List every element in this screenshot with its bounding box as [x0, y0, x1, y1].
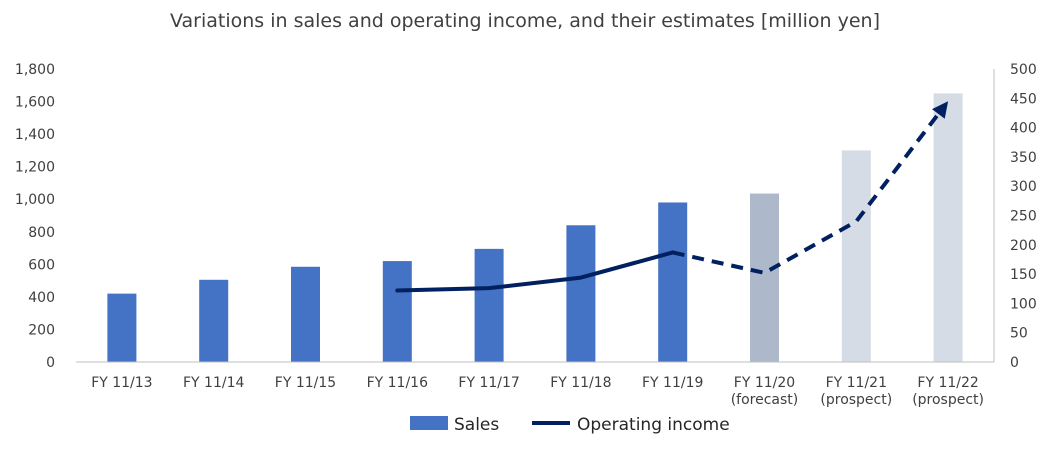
sales-bar	[199, 279, 229, 362]
x-tick-label: (prospect)	[912, 392, 984, 408]
y-right-tick-label: 0	[1010, 355, 1019, 371]
x-tick-label: FY 11/17	[458, 375, 519, 391]
sales-bar	[933, 93, 963, 363]
y-left-tick-label: 1,200	[15, 160, 55, 176]
operating-income-line-estimate	[672, 112, 940, 275]
y-left-tick-label: 600	[28, 257, 55, 273]
legend-swatch-sales	[410, 416, 448, 430]
sales-bar	[658, 202, 688, 362]
sales-bar	[841, 150, 871, 362]
y-right-tick-label: 50	[1010, 326, 1028, 342]
y-left-tick-label: 800	[28, 225, 55, 241]
x-tick-label: FY 11/16	[367, 375, 428, 391]
operating-income-arrowhead	[932, 101, 949, 119]
x-tick-label: FY 11/15	[275, 375, 336, 391]
legend-label-operating-income: Operating income	[577, 415, 730, 435]
y-right-tick-label: 400	[1010, 121, 1037, 137]
y-right-tick-label: 350	[1010, 150, 1037, 166]
y-right-tick-label: 100	[1010, 296, 1037, 312]
operating-income-line-actual	[395, 250, 675, 293]
y-left-tick-label: 0	[46, 355, 55, 371]
y-left-tick-label: 1,000	[15, 192, 55, 208]
y-left-tick-label: 1,800	[15, 62, 55, 78]
x-tick-label: FY 11/19	[642, 375, 703, 391]
sales-bar	[291, 266, 320, 362]
y-right-tick-label: 200	[1010, 238, 1037, 254]
x-tick-label: FY 11/13	[91, 375, 152, 391]
sales-bar	[750, 193, 779, 362]
x-tick-label: FY 11/22	[917, 375, 978, 391]
y-left-tick-label: 1,400	[15, 127, 55, 143]
y-right-tick-label: 500	[1010, 62, 1037, 78]
x-tick-label: (prospect)	[820, 392, 892, 408]
x-tick-label: FY 11/18	[550, 375, 611, 391]
sales-bar	[107, 293, 137, 362]
x-tick-label: (forecast)	[731, 392, 799, 408]
y-right-tick-label: 150	[1010, 267, 1037, 283]
y-right-tick-label: 300	[1010, 179, 1037, 195]
y-right-tick-label: 250	[1010, 209, 1037, 225]
y-right-tick-label: 450	[1010, 91, 1037, 107]
sales-bar	[474, 248, 504, 362]
x-tick-label: FY 11/14	[183, 375, 244, 391]
chart-title: Variations in sales and operating income…	[170, 10, 880, 32]
sales-bar	[566, 225, 596, 362]
x-tick-label: FY 11/20	[734, 375, 795, 391]
sales-bar	[382, 261, 412, 362]
y-left-tick-label: 1,600	[15, 95, 55, 111]
y-left-tick-label: 400	[28, 290, 55, 306]
x-tick-label: FY 11/21	[826, 375, 887, 391]
legend-label-sales: Sales	[454, 415, 499, 435]
legend: Sales Operating income	[410, 415, 730, 435]
y-left-tick-label: 200	[28, 322, 55, 338]
plot-area: 0 200 400 600 800 1,000 1,200 1,400 1,600 1,800 0 5…	[15, 62, 1037, 408]
